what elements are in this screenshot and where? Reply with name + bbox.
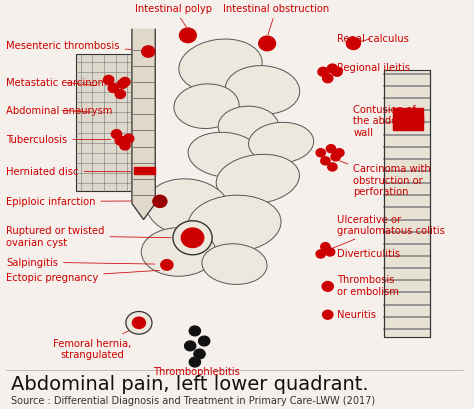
- Text: Abdominal pain, left lower quadrant.: Abdominal pain, left lower quadrant.: [11, 374, 368, 393]
- Ellipse shape: [188, 196, 281, 252]
- Text: Ruptured or twisted
ovarian cyst: Ruptured or twisted ovarian cyst: [6, 225, 171, 247]
- Circle shape: [184, 341, 196, 351]
- Ellipse shape: [179, 40, 262, 93]
- Circle shape: [331, 153, 340, 162]
- Circle shape: [153, 196, 167, 208]
- Circle shape: [182, 229, 204, 248]
- Circle shape: [326, 145, 336, 153]
- Circle shape: [180, 29, 196, 43]
- Circle shape: [321, 243, 330, 251]
- Circle shape: [118, 80, 128, 89]
- Circle shape: [199, 336, 210, 346]
- Circle shape: [173, 221, 212, 255]
- Text: Source : Differential Diagnosis and Treatment in Primary Care-LWW (2017): Source : Differential Diagnosis and Trea…: [11, 396, 375, 405]
- Circle shape: [323, 74, 333, 83]
- Text: Thrombosis
or embolism: Thrombosis or embolism: [331, 275, 399, 296]
- Circle shape: [132, 317, 146, 329]
- Text: Femoral hernia,
strangulated: Femoral hernia, strangulated: [53, 330, 132, 360]
- Circle shape: [115, 137, 126, 146]
- Ellipse shape: [141, 228, 216, 276]
- Circle shape: [318, 68, 328, 77]
- Circle shape: [126, 312, 152, 334]
- Circle shape: [124, 135, 134, 144]
- Circle shape: [189, 326, 201, 336]
- Circle shape: [115, 90, 126, 99]
- Ellipse shape: [202, 244, 267, 285]
- Bar: [134, 168, 155, 175]
- Text: Contusion of
the abdominal
wall: Contusion of the abdominal wall: [354, 105, 426, 137]
- Circle shape: [316, 149, 326, 157]
- Circle shape: [346, 38, 360, 50]
- Circle shape: [326, 248, 335, 256]
- Bar: [76, 54, 137, 192]
- Ellipse shape: [188, 133, 262, 178]
- Text: Metastatic carcinoma: Metastatic carcinoma: [6, 78, 113, 88]
- Text: Ectopic pregnancy: Ectopic pregnancy: [6, 271, 159, 282]
- Ellipse shape: [225, 67, 300, 115]
- Circle shape: [103, 76, 114, 85]
- Text: Abdominal aneurysm: Abdominal aneurysm: [6, 106, 112, 116]
- Circle shape: [111, 130, 122, 139]
- Circle shape: [142, 47, 155, 58]
- Ellipse shape: [216, 155, 300, 204]
- Circle shape: [335, 149, 344, 157]
- Circle shape: [161, 260, 173, 270]
- Circle shape: [194, 349, 205, 359]
- Text: Salpingitis: Salpingitis: [6, 257, 155, 267]
- Text: Epiploic infarction: Epiploic infarction: [6, 197, 150, 207]
- Circle shape: [321, 157, 330, 166]
- Text: Carcinoma with
obstruction or
perforation: Carcinoma with obstruction or perforatio…: [339, 161, 431, 197]
- Circle shape: [189, 357, 201, 367]
- Circle shape: [328, 164, 337, 171]
- Circle shape: [322, 282, 333, 292]
- Circle shape: [332, 68, 342, 77]
- Circle shape: [327, 65, 337, 74]
- Text: Intestinal polyp: Intestinal polyp: [136, 4, 212, 28]
- Ellipse shape: [146, 180, 229, 236]
- Text: Mesenteric thrombosis: Mesenteric thrombosis: [6, 41, 143, 52]
- Text: Herniated disc: Herniated disc: [6, 166, 131, 177]
- Circle shape: [108, 84, 118, 93]
- Ellipse shape: [218, 107, 279, 147]
- Text: Ulcerative or
granulomatous colitis: Ulcerative or granulomatous colitis: [328, 214, 445, 250]
- Text: Thrombophlebitis: Thrombophlebitis: [153, 353, 240, 376]
- Text: Tuberculosis: Tuberculosis: [6, 135, 110, 145]
- Circle shape: [120, 142, 130, 151]
- Bar: [393, 109, 423, 131]
- Polygon shape: [132, 30, 155, 220]
- Circle shape: [120, 78, 130, 87]
- Bar: [383, 71, 430, 337]
- Text: Renal calculus: Renal calculus: [337, 34, 409, 44]
- Circle shape: [316, 250, 326, 258]
- Ellipse shape: [174, 85, 239, 129]
- Text: Neuritis: Neuritis: [331, 309, 376, 319]
- Circle shape: [259, 37, 275, 52]
- Text: Diverticulitis: Diverticulitis: [329, 248, 400, 258]
- Text: Intestinal obstruction: Intestinal obstruction: [223, 4, 329, 36]
- Ellipse shape: [248, 123, 314, 164]
- Circle shape: [323, 310, 333, 319]
- Text: Regional ileitis: Regional ileitis: [330, 62, 410, 72]
